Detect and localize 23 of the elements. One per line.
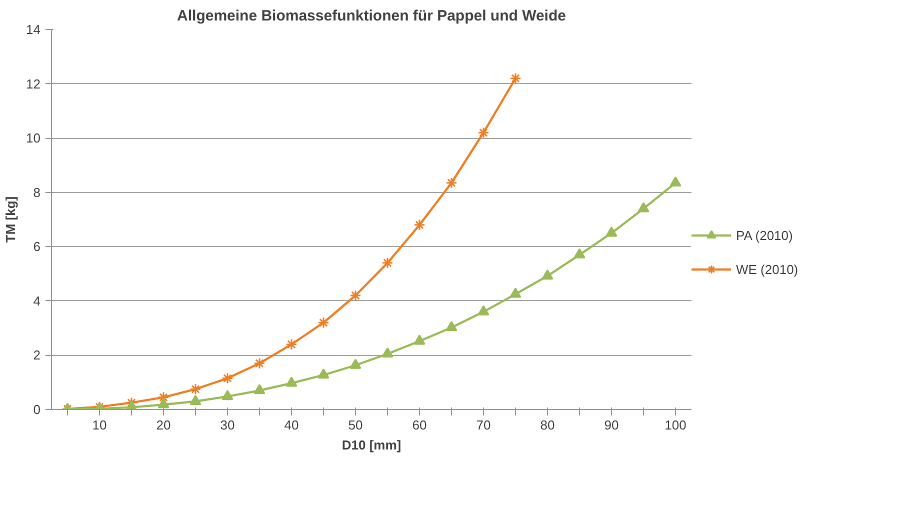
x-axis-title: D10 [mm]	[342, 438, 402, 452]
y-tick-label: 14	[26, 22, 41, 37]
y-axis-title: TM [kg]	[3, 196, 18, 243]
y-tick-label: 0	[33, 402, 41, 417]
y-tick-label: 8	[33, 184, 41, 200]
legend-label: PA (2010)	[736, 228, 793, 242]
x-tick-label: 70	[476, 418, 491, 432]
x-tick-label: 10	[92, 418, 107, 432]
x-tick-label: 50	[348, 418, 363, 432]
y-tick-label: 12	[26, 76, 41, 92]
y-tick-label: 2	[33, 348, 41, 363]
x-tick-label: 40	[284, 418, 299, 432]
x-tick-label: 30	[220, 418, 235, 432]
chart-title: Allgemeine Biomassefunktionen für Pappel und Weide	[177, 8, 566, 24]
y-tick-label: 4	[33, 293, 41, 308]
x-tick-label: 100	[664, 418, 686, 432]
x-tick-label: 20	[156, 418, 171, 432]
x-tick-label: 90	[604, 418, 619, 432]
legend-label: WE (2010)	[736, 262, 798, 276]
x-tick-label: 60	[412, 418, 427, 432]
y-tick-label: 10	[26, 130, 41, 146]
y-tick-label: 6	[33, 239, 41, 254]
x-tick-label: 80	[540, 418, 555, 432]
